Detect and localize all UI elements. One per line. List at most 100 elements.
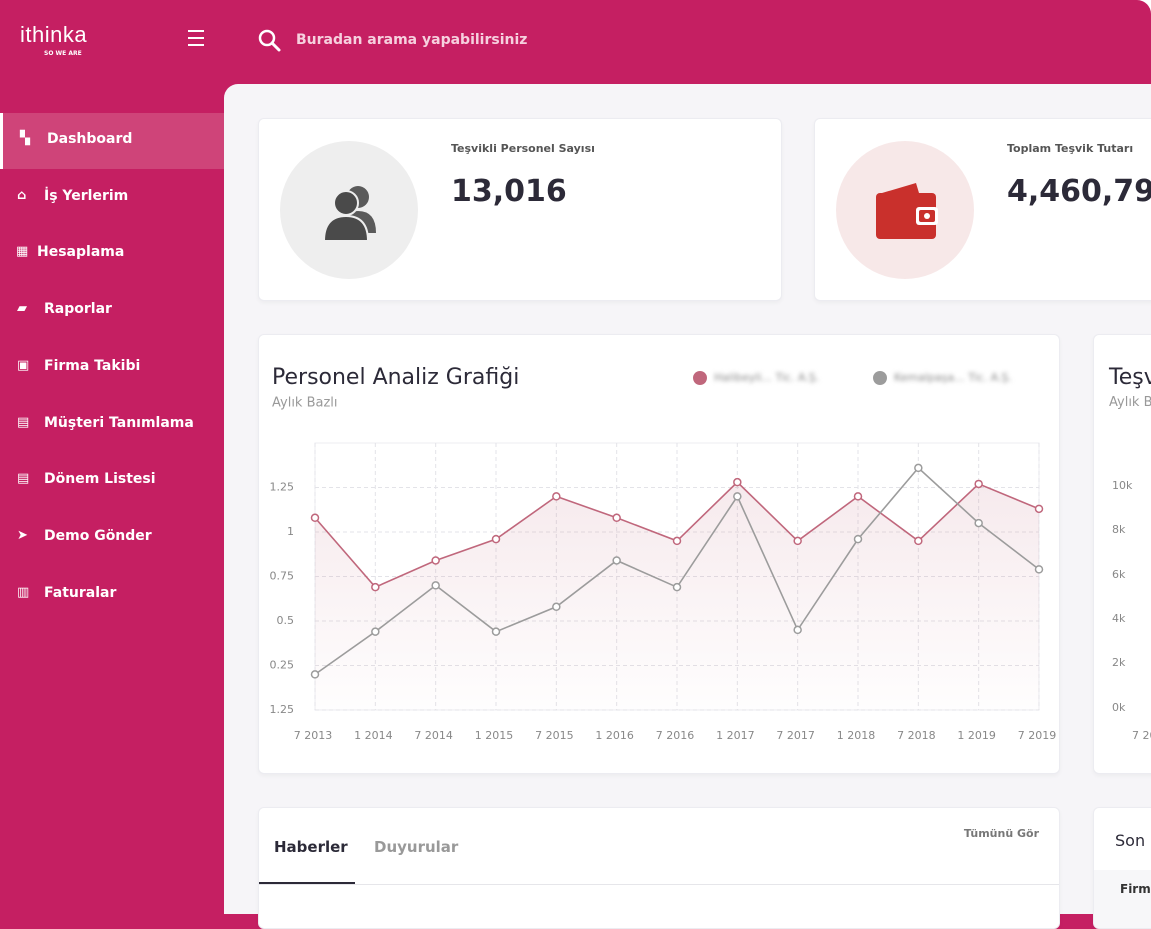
point	[672, 582, 682, 592]
column-header: Firm	[1120, 882, 1151, 896]
line-chart: Personel Analiz Grafiği Aylık Bazlı Halibe…	[270, 365, 1057, 742]
tab-underline	[259, 882, 355, 885]
menu-item[interactable]: ▦ Hesaplama	[0, 226, 224, 282]
stat-icon-circle	[836, 141, 974, 279]
x-tick-label: 1 2017	[716, 729, 755, 742]
y-tick-label: 1	[287, 525, 294, 538]
point	[552, 602, 561, 612]
point	[612, 556, 621, 565]
point	[552, 492, 561, 501]
users-icon	[322, 186, 376, 242]
tagline: SO WE ARE	[44, 50, 82, 57]
menu-label: Dashboard	[47, 131, 133, 147]
tab[interactable]: Haberler	[274, 838, 348, 856]
menu-label: Demo Gönder	[44, 527, 152, 544]
menu-item[interactable]: ▤ Dönem Listesi	[0, 453, 224, 509]
x-tick-label: 7 2019	[1018, 729, 1057, 742]
point	[371, 582, 380, 592]
menu-toggle[interactable]	[188, 30, 204, 46]
x-tick-label: 1 2015	[475, 729, 514, 742]
point	[431, 581, 440, 590]
legend-label: Kemalpaşa... Tic. A.Ş.	[894, 371, 1012, 384]
y-tick-label: 1.25	[270, 703, 295, 716]
chart-subtitle: Aylık Bazlı	[272, 396, 338, 411]
point	[914, 536, 923, 546]
search-input[interactable]: Buradan arama yapabilirsiniz	[296, 32, 528, 48]
side-chart-subtitle: Aylık B	[1109, 395, 1151, 410]
menu-item[interactable]: ▤ Müşteri Tanımlama	[0, 397, 224, 453]
point	[310, 670, 320, 679]
point	[733, 477, 742, 487]
x-tick-label: 1 2014	[354, 729, 393, 742]
side-chart-title: Teşv	[1109, 365, 1151, 390]
menu-label: Firma Takibi	[44, 357, 141, 374]
x-tick-label: 7 2016	[656, 729, 695, 742]
stat-value: 13,016	[451, 174, 567, 209]
legend-marker	[693, 371, 707, 385]
legend-label: Halibeyli... Tic. A.Ş.	[714, 371, 819, 384]
menu-label: Dönem Listesi	[44, 471, 156, 488]
point	[431, 556, 440, 565]
point	[974, 479, 983, 489]
side-panel-title: Son	[1115, 831, 1146, 850]
wallet-icon	[876, 183, 938, 239]
side-y-label: 8k	[1112, 523, 1126, 537]
search-icon[interactable]	[258, 29, 282, 53]
menu-item[interactable]: ▰ Raporlar	[0, 283, 224, 339]
point	[491, 534, 501, 544]
legend-marker	[873, 371, 887, 385]
y-tick-label: 0.75	[270, 570, 295, 583]
corner	[1137, 0, 1151, 14]
menu-label: İş Yerlerim	[44, 187, 129, 204]
see-all-link[interactable]: Tümünü Gör	[963, 827, 1039, 840]
x-tick-label: 7 2018	[897, 729, 936, 742]
point	[974, 518, 983, 528]
menu-icon: ▣	[17, 357, 30, 373]
point	[612, 513, 621, 523]
divider	[259, 884, 1059, 885]
y-tick-label: 1.25	[270, 481, 295, 494]
stat-label: Teşvikli Personel Sayısı	[451, 142, 595, 155]
point	[491, 627, 501, 636]
menu-item[interactable]: ➤ Demo Gönder	[0, 510, 224, 566]
point	[853, 492, 863, 501]
side-y-label: 0k	[1112, 700, 1126, 714]
menu-label: Faturalar	[44, 584, 117, 601]
point	[914, 463, 923, 473]
x-tick-label: 7 2014	[414, 729, 453, 742]
menu-icon: ▤	[17, 471, 30, 487]
side-y-label: 10k	[1112, 479, 1133, 492]
menu-label: Hesaplama	[37, 244, 125, 261]
menu-icon: ➤	[17, 527, 28, 543]
menu-item[interactable]: ▥ Faturalar	[0, 567, 224, 623]
menu-label: Müşteri Tanımlama	[44, 414, 194, 431]
side-y-label: 4k	[1112, 611, 1126, 625]
x-tick-label: 1 2019	[957, 729, 996, 742]
point	[1034, 504, 1044, 514]
side-chart-card: Teşv Aylık B 10k 8k 6k 4k 2k 0k 7 20	[1093, 334, 1151, 774]
tab[interactable]: Duyurular	[374, 838, 459, 856]
stat-icon-circle	[280, 141, 418, 279]
menu-label: Raporlar	[44, 301, 112, 318]
point	[733, 492, 742, 501]
chart-title: Personel Analiz Grafiği	[272, 365, 519, 390]
menu-icon: ▚	[20, 131, 30, 146]
side-x-label: 7 20	[1132, 729, 1151, 742]
menu-item[interactable]: ⌂ İş Yerlerim	[0, 170, 224, 226]
menu-icon: ▤	[17, 414, 30, 430]
stat-label: Toplam Teşvik Tutarı	[1007, 142, 1134, 155]
menu-icon: ▥	[17, 584, 30, 600]
stat-card: Teşvikli Personel Sayısı 13,016	[258, 118, 782, 301]
point	[793, 625, 802, 635]
x-tick-label: 1 2016	[595, 729, 634, 742]
stat-value: 4,460,792	[1007, 174, 1151, 209]
side-y-label: 6k	[1112, 567, 1126, 581]
menu-icon: ▰	[17, 301, 27, 317]
point	[371, 627, 380, 636]
point	[1034, 565, 1044, 574]
logo[interactable]: ithinka	[20, 22, 88, 47]
y-tick-label: 0.25	[270, 659, 295, 672]
menu-item[interactable]: ▣ Firma Takibi	[0, 340, 224, 396]
menu-item[interactable]: ▚ Dashboard	[0, 113, 224, 169]
y-tick-label: 0.5	[277, 614, 295, 627]
